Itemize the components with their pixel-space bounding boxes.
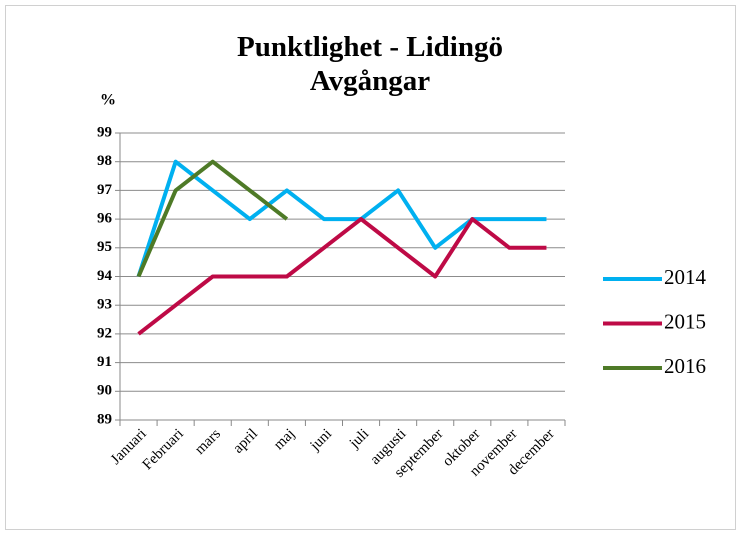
legend-label: 2014 [664,265,707,289]
y-tick-label: 99 [97,124,112,140]
y-tick-label: 95 [97,239,112,255]
y-tick-label: 89 [97,411,112,427]
y-tick-label: 91 [97,354,112,370]
y-tick-label: 92 [97,325,112,341]
series-line [136,159,289,278]
series-line [137,217,547,336]
legend-label: 2016 [664,354,706,378]
chart-title: Punktlighet - Lidingö Avgångar [237,31,503,97]
y-tick-label: 94 [97,268,113,284]
legend-label: 2015 [664,309,706,333]
y-tick-label: 90 [97,383,112,399]
y-axis-label: % [100,92,116,109]
y-tick-label: 96 [97,211,113,227]
y-tick-label: 98 [97,153,112,169]
y-tick-label: 97 [97,182,113,198]
y-tick-label: 93 [97,297,112,313]
chart-border [5,5,736,530]
series-line [136,159,547,278]
